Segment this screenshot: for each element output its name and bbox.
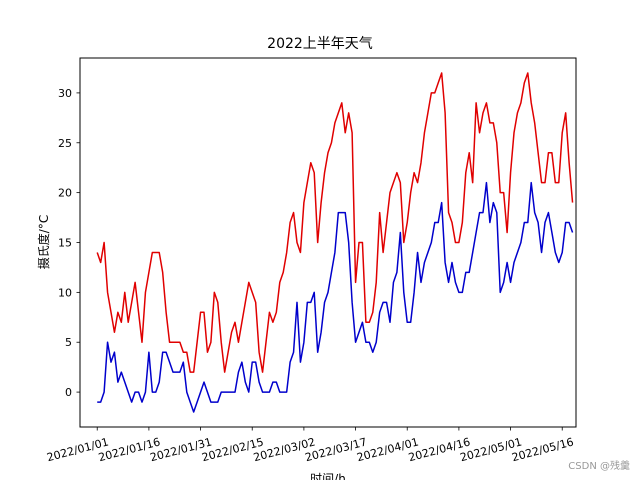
chart-title: 2022上半年天气 [267,36,373,52]
x-axis-label: 时间/h [310,472,346,480]
y-axis-label: 摄氏度/°C [36,215,51,269]
y-tick-label: 10 [58,286,72,299]
series-line-1 [96,72,574,373]
y-tick-label: 25 [58,137,72,150]
y-tick-label: 15 [58,237,72,250]
y-tick-label: 5 [65,336,72,349]
y-tick-label: 30 [58,87,72,100]
y-tick-label: 0 [65,386,72,399]
series-line-2 [97,181,574,413]
watermark: CSDN @残羹 [568,461,630,472]
y-tick-label: 20 [58,187,72,200]
plot-frame [79,57,577,428]
